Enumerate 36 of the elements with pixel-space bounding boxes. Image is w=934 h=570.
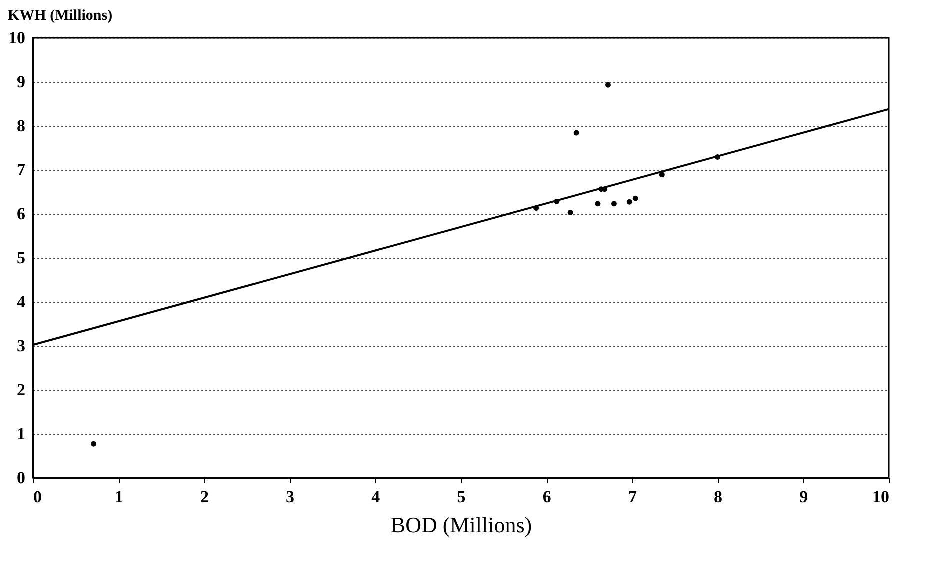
point [568,210,574,216]
y-tick-label: 6 [17,204,26,224]
point [611,201,617,207]
y-tick-label: 8 [17,116,26,136]
x-tick-label: 9 [800,488,808,506]
point [626,199,632,205]
x-tick-label: 10 [872,488,890,506]
y-axis-title: KWH (Millions) [8,8,113,24]
y-tick-label: 0 [17,468,26,488]
x-tick-label: 0 [34,488,42,506]
point [605,82,611,88]
point [91,441,97,447]
y-tick-label: 10 [8,28,26,48]
y-tick-label: 3 [17,336,26,356]
point [534,206,540,212]
y-tick-label: 7 [17,160,26,180]
x-tick-label: 6 [542,488,552,506]
x-tick-label: 2 [200,488,209,506]
point [632,196,638,202]
x-tick-label: 5 [457,488,466,506]
y-tick-label: 9 [17,72,26,92]
y-tick-label: 4 [17,292,26,312]
point [659,172,665,178]
y-tick-label: 5 [17,248,26,268]
y-tick-label: 2 [17,380,26,400]
x-tick-label: 7 [628,488,638,506]
point [595,201,601,207]
x-axis-title: BOD (Millions) [390,512,532,538]
x-tick-label: 1 [114,488,124,506]
point [574,130,580,136]
point [715,154,721,160]
x-tick-label: 3 [286,488,295,506]
y-tick-label: 1 [17,424,26,444]
x-tick-label: 8 [714,488,723,506]
x-tick-label: 4 [372,488,381,506]
point [554,198,560,204]
